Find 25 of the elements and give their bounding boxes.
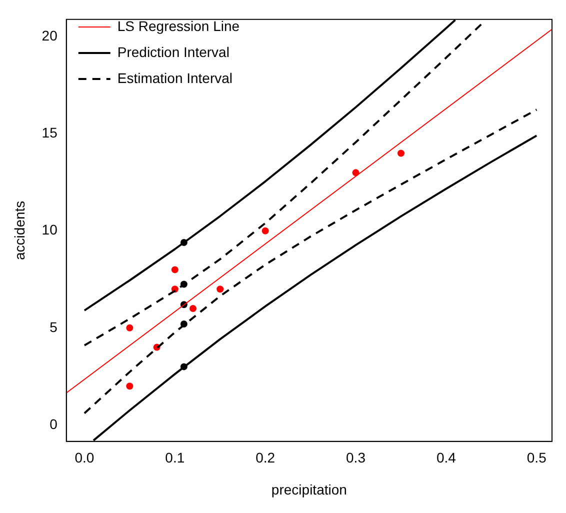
x-tick-label: 0.4	[436, 450, 456, 466]
x-axis-title: precipitation	[271, 481, 347, 498]
x-tick-label: 0.5	[526, 450, 547, 466]
line-series	[83, 22, 484, 346]
x-tick-label: 0.3	[346, 450, 366, 466]
x-tick-label: 0.0	[74, 450, 94, 466]
y-tick-label: 10	[42, 222, 58, 238]
legend-label: Prediction Interval	[117, 44, 230, 60]
y-tick-label: 20	[42, 28, 58, 44]
y-tick-label: 5	[50, 318, 58, 335]
point	[262, 227, 269, 234]
point	[397, 150, 404, 157]
line-series	[83, 108, 538, 414]
point	[189, 304, 196, 312]
y-tick-label: 0	[50, 416, 58, 432]
point	[126, 382, 134, 390]
point	[216, 286, 224, 293]
legend-label: Estimation Interval	[117, 70, 233, 86]
point	[126, 324, 134, 332]
x-tick-label: 0.1	[165, 450, 185, 466]
y-tick-label: 15	[42, 124, 58, 141]
point	[171, 266, 178, 274]
y-axis-title: accidents	[11, 200, 28, 260]
legend-label: LS Regression Line	[117, 18, 240, 34]
x-tick-label: 0.2	[256, 450, 276, 466]
